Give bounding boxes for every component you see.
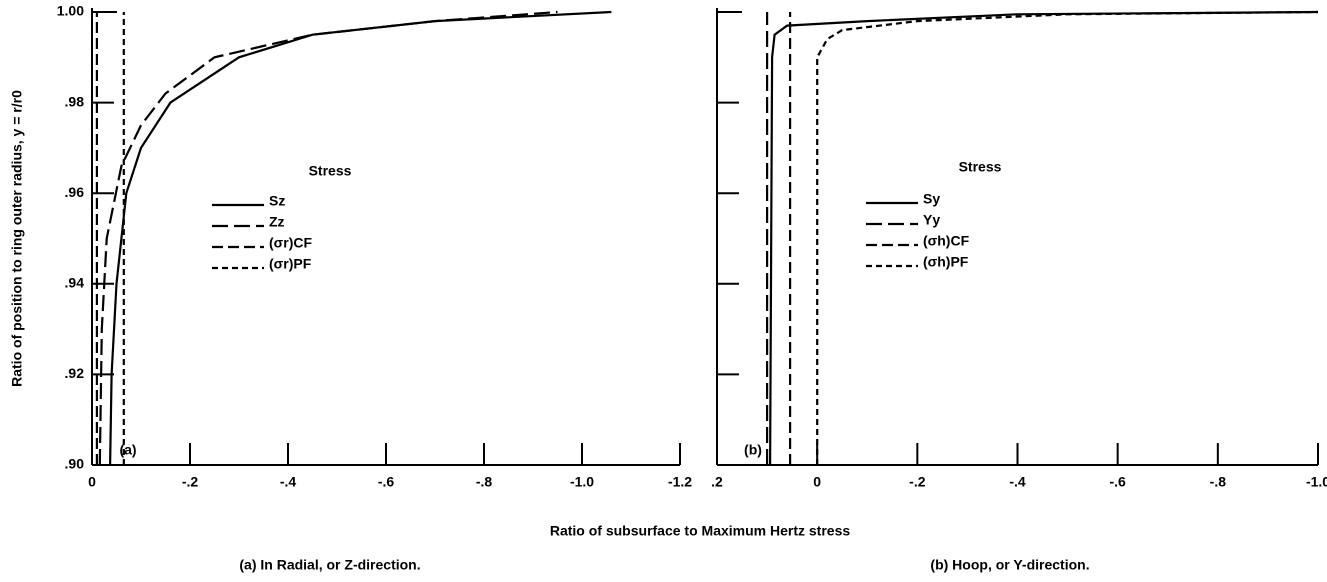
- x-tick-label: -.2: [182, 474, 199, 490]
- legend-label: Yy: [923, 212, 940, 228]
- y-tick-label: .90: [65, 456, 85, 472]
- x-tick-label: .2: [711, 474, 723, 490]
- legend-label: Sy: [923, 191, 940, 207]
- legend-label: (σh)CF: [923, 233, 970, 249]
- y-tick-label: .94: [65, 275, 85, 291]
- series-line: [98, 10, 558, 466]
- legend-label: Zz: [269, 214, 285, 230]
- y-tick-label: .92: [65, 365, 85, 381]
- x-tick-label: -1.2: [668, 474, 692, 490]
- y-axis-label: Ratio of position to ring outer radius, …: [9, 90, 25, 387]
- x-tick-label: -.8: [476, 474, 493, 490]
- x-tick-label: -.8: [1210, 474, 1227, 490]
- x-tick-label: -.4: [280, 474, 297, 490]
- legend-label: Sz: [269, 193, 285, 209]
- legend-title: Stress: [959, 159, 1002, 175]
- y-tick-label: .98: [65, 93, 85, 109]
- x-tick-label: 0: [88, 474, 96, 490]
- x-tick-label: -.2: [909, 474, 926, 490]
- legend-title: Stress: [309, 163, 352, 179]
- panel-label: (b): [744, 442, 762, 458]
- x-tick-label: -.4: [1009, 474, 1026, 490]
- series-line: [768, 10, 1319, 466]
- series-line: [816, 10, 1319, 465]
- legend-label: (σr)PF: [269, 256, 312, 272]
- x-tick-label: 0: [813, 474, 821, 490]
- x-axis-label: Ratio of subsurface to Maximum Hertz str…: [550, 523, 851, 539]
- x-tick-label: -.6: [1109, 474, 1126, 490]
- caption: (b) Hoop, or Y-direction.: [930, 557, 1089, 573]
- legend-label: (σr)CF: [269, 235, 312, 251]
- x-tick-label: -1.0: [570, 474, 594, 490]
- caption: (a) In Radial, or Z-direction.: [239, 557, 420, 573]
- x-tick-label: -1.0: [1306, 474, 1327, 490]
- y-tick-label: 1.00: [57, 3, 84, 19]
- x-tick-label: -.6: [378, 474, 395, 490]
- panel-label: (a): [119, 442, 136, 458]
- y-tick-label: .96: [65, 184, 85, 200]
- legend-label: (σh)PF: [923, 254, 969, 270]
